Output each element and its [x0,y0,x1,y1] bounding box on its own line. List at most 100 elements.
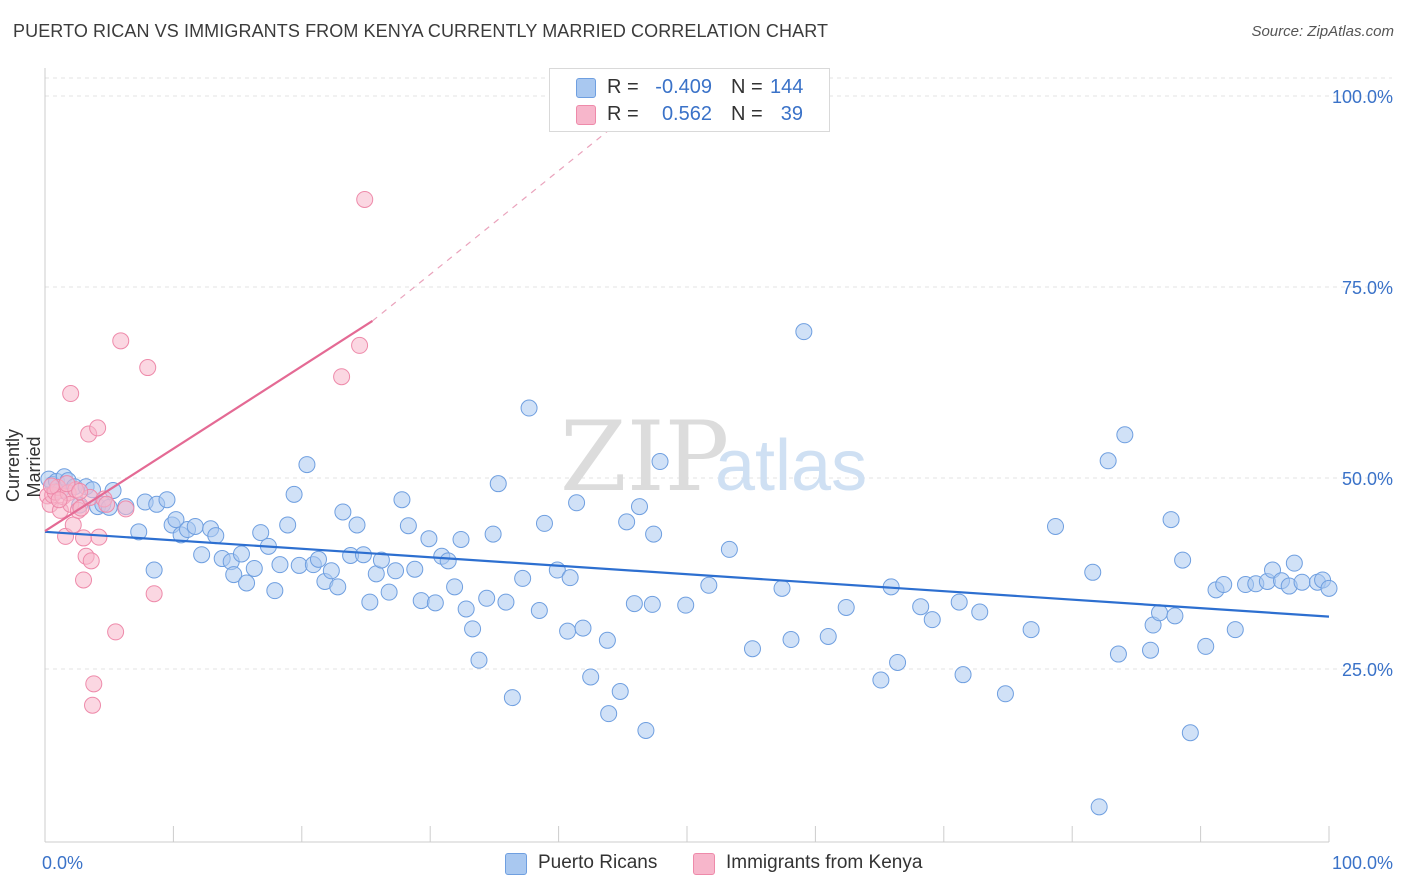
point-puerto-rican [406,560,424,578]
point-kenya [145,585,163,603]
point-puerto-rican [1151,604,1169,622]
point-puerto-rican [393,491,411,509]
point-puerto-rican [1226,621,1244,639]
point-puerto-rican [329,578,347,596]
point-puerto-rican [464,620,482,638]
point-kenya [351,336,369,354]
point-puerto-rican [645,525,663,543]
point-puerto-rican [559,622,577,640]
point-puerto-rican [1215,576,1233,594]
point-puerto-rican [470,651,488,669]
point-puerto-rican [1174,551,1192,569]
point-kenya [84,696,102,714]
point-kenya [58,475,76,493]
y-tick-label: 75.0% [1342,278,1393,298]
point-puerto-rican [950,593,968,611]
point-puerto-rican [625,595,643,613]
point-puerto-rican [819,627,837,645]
point-puerto-rican [497,593,515,611]
point-puerto-rican [446,578,464,596]
point-kenya [98,495,116,513]
point-puerto-rican [700,576,718,594]
point-puerto-rican [452,530,470,548]
point-puerto-rican [872,671,890,689]
point-puerto-rican [372,551,390,569]
bottom-legend-swatch-kenya [693,853,715,875]
point-puerto-rican [1181,724,1199,742]
point-puerto-rican [743,640,761,658]
point-puerto-rican [290,556,308,574]
point-puerto-rican [630,498,648,516]
point-kenya [112,332,130,350]
point-puerto-rican [279,516,297,534]
point-puerto-rican [720,540,738,558]
point-puerto-rican [186,517,204,535]
legend-r-label: R = [607,103,639,125]
point-kenya [75,529,93,547]
watermark-zip: ZIP [560,401,729,513]
point-puerto-rican [1090,798,1108,816]
legend-row-puerto-ricans: R = -0.409 N = 144 [550,74,829,100]
point-puerto-rican [782,631,800,649]
point-kenya [139,359,157,377]
point-puerto-rican [285,485,303,503]
point-kenya [62,385,80,403]
point-puerto-rican [167,511,185,529]
axes [44,68,1330,843]
point-puerto-rican [439,552,457,570]
point-puerto-rican [837,598,855,616]
point-puerto-rican [354,546,372,564]
data-points [39,190,1338,816]
trend-lines-front [44,108,1330,618]
point-puerto-rican [266,582,284,600]
y-axis-label: Currently Married [3,428,44,502]
legend-row-kenya: R = 0.562 N = 39 [550,101,829,127]
point-puerto-rican [637,721,655,739]
point-puerto-rican [348,516,366,534]
legend-n-label: N = [731,103,763,125]
legend-n-value: 144 [770,76,804,98]
point-puerto-rican [1022,621,1040,639]
legend-swatch-kenya [576,105,596,125]
point-puerto-rican [238,574,256,592]
point-puerto-rican [773,579,791,597]
x-tick-label: 100.0% [1332,853,1393,873]
point-puerto-rican [503,689,521,707]
point-puerto-rican [923,611,941,629]
point-puerto-rican [971,603,989,621]
point-puerto-rican [530,602,548,620]
bottom-legend-label: Immigrants from Kenya [726,852,923,873]
point-puerto-rican [651,453,669,471]
point-puerto-rican [380,583,398,601]
bottom-legend-swatch-puerto-ricans [505,853,527,875]
point-kenya [356,190,374,208]
point-kenya [64,516,82,534]
point-puerto-rican [334,503,352,521]
point-puerto-rican [1293,573,1311,591]
point-puerto-rican [1099,452,1117,470]
point-puerto-rican [489,475,507,493]
bottom-legend-label: Puerto Ricans [538,852,658,873]
point-kenya [90,528,108,546]
point-puerto-rican [520,399,538,417]
point-puerto-rican [1320,579,1338,597]
point-puerto-rican [954,666,972,684]
legend-n-label: N = [731,76,763,98]
point-kenya [333,368,351,386]
legend-r-value: 0.562 [661,103,712,125]
legend-r-value: -0.409 [655,76,712,98]
point-puerto-rican [1116,426,1134,444]
point-puerto-rican [145,561,163,579]
point-puerto-rican [309,550,327,568]
trend-line-kenya [44,320,374,532]
point-puerto-rican [484,525,502,543]
bottom-legend: Puerto Ricans Immigrants from Kenya [0,852,1406,878]
point-kenya [82,552,100,570]
point-puerto-rican [420,530,438,548]
point-puerto-rican [207,527,225,545]
point-puerto-rican [412,592,430,610]
point-puerto-rican [1166,607,1184,625]
point-puerto-rican [582,668,600,686]
point-puerto-rican [1142,641,1160,659]
